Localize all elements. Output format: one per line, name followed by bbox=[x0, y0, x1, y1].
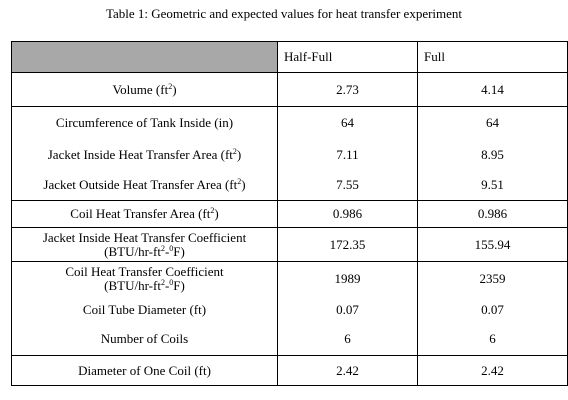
half-full-value: 6 bbox=[277, 322, 418, 356]
half-full-value: 7.55 bbox=[277, 169, 418, 201]
row-label: Diameter of One Coil (ft) bbox=[11, 355, 278, 386]
heat-transfer-table: Half-Full Full Volume (ft2) 2.73 4.14 Ci… bbox=[11, 41, 568, 386]
row-label: Coil Tube Diameter (ft) bbox=[11, 296, 278, 323]
table-row: Circumference of Tank Inside (in) 64 64 bbox=[11, 106, 568, 140]
full-value: 64 bbox=[417, 106, 568, 140]
full-value: 9.51 bbox=[417, 169, 568, 201]
full-value: 6 bbox=[417, 322, 568, 356]
half-full-value: 0.07 bbox=[277, 296, 418, 323]
table-row: Jacket Inside Heat Transfer Area (ft2) 7… bbox=[11, 139, 568, 170]
full-value: 2359 bbox=[417, 261, 568, 297]
half-full-value: 2.42 bbox=[277, 355, 418, 386]
full-value: 2.42 bbox=[417, 355, 568, 386]
half-full-value: 64 bbox=[277, 106, 418, 140]
half-full-value: 0.986 bbox=[277, 200, 418, 228]
half-full-value: 172.35 bbox=[277, 227, 418, 262]
table-row: Coil Heat Transfer Area (ft2) 0.986 0.98… bbox=[11, 200, 568, 228]
half-full-value: 2.73 bbox=[277, 72, 418, 107]
full-value: 0.986 bbox=[417, 200, 568, 228]
table-row: Volume (ft2) 2.73 4.14 bbox=[11, 72, 568, 107]
half-full-value: 7.11 bbox=[277, 139, 418, 170]
full-value: 155.94 bbox=[417, 227, 568, 262]
full-value: 4.14 bbox=[417, 72, 568, 107]
row-label: Volume (ft2) bbox=[11, 72, 278, 107]
full-value: 8.95 bbox=[417, 139, 568, 170]
full-value: 0.07 bbox=[417, 296, 568, 323]
table-row: Number of Coils 6 6 bbox=[11, 322, 568, 356]
row-label: Coil Heat Transfer Area (ft2) bbox=[11, 200, 278, 228]
half-full-value: 1989 bbox=[277, 261, 418, 297]
table-row: Diameter of One Coil (ft) 2.42 2.42 bbox=[11, 355, 568, 386]
table-row: Jacket Inside Heat Transfer Coefficient(… bbox=[11, 227, 568, 262]
table-row: Coil Tube Diameter (ft) 0.07 0.07 bbox=[11, 296, 568, 323]
row-label: Jacket Outside Heat Transfer Area (ft2) bbox=[11, 169, 278, 201]
table-header-row: Half-Full Full bbox=[11, 41, 568, 73]
row-label: Number of Coils bbox=[11, 322, 278, 356]
row-label: Coil Heat Transfer Coefficient (BTU/hr-ft… bbox=[11, 261, 278, 297]
table-row: Coil Heat Transfer Coefficient (BTU/hr-ft… bbox=[11, 261, 568, 297]
header-half-full: Half-Full bbox=[277, 41, 418, 73]
header-empty-cell bbox=[11, 41, 278, 73]
table-caption: Table 1: Geometric and expected values f… bbox=[105, 6, 463, 21]
row-label: Jacket Inside Heat Transfer Area (ft2) bbox=[11, 139, 278, 170]
header-full: Full bbox=[417, 41, 568, 73]
row-label: Circumference of Tank Inside (in) bbox=[11, 106, 278, 140]
row-label: Jacket Inside Heat Transfer Coefficient(… bbox=[11, 227, 278, 262]
table-row: Jacket Outside Heat Transfer Area (ft2) … bbox=[11, 169, 568, 201]
